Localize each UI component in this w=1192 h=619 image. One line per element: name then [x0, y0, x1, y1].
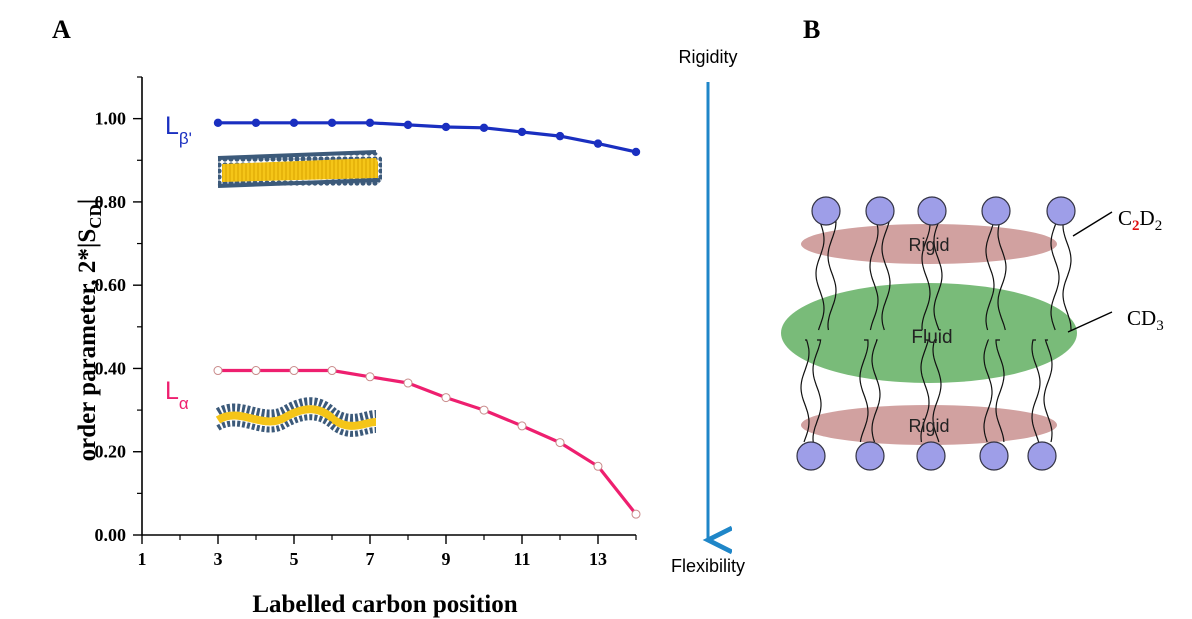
- lipid-tail: [881, 221, 891, 331]
- data-point: [631, 147, 641, 157]
- lipid-tail: [983, 339, 993, 443]
- lipid-tail: [859, 339, 869, 443]
- fluid-region: [781, 283, 1077, 383]
- lipid-tail: [800, 339, 810, 443]
- data-point: [365, 118, 375, 128]
- data-point: [213, 366, 223, 376]
- chart-ticks: 0.000.200.400.600.801.001 3 5 7 9 11 13: [95, 76, 637, 569]
- lipid-tail: [869, 221, 879, 331]
- data-point: [327, 366, 337, 376]
- lipid-head: [855, 441, 885, 471]
- lipid-tail: [997, 221, 1007, 331]
- lipid-head: [1046, 196, 1076, 226]
- y-tick-label: 0.00: [95, 525, 127, 545]
- y-axis-label-group: order parameter, 2*|SCD|: [74, 199, 105, 462]
- data-point: [251, 366, 261, 376]
- data-point: [479, 123, 489, 132]
- panel-a-label: A: [52, 15, 71, 44]
- series-line-0: [218, 121, 637, 154]
- membrane-diagram: Rigid Fluid Rigid C2D2 CD3: [781, 196, 1164, 471]
- lipid-tail: [1062, 221, 1072, 331]
- x-tick-label: 9: [442, 549, 451, 569]
- x-tick-label: 7: [366, 549, 375, 569]
- data-point: [555, 131, 565, 141]
- y-tick-label: 0.80: [95, 192, 127, 212]
- lipid-head: [1027, 441, 1057, 471]
- y-tick-label: 1.00: [95, 109, 127, 129]
- y-axis-label: order parameter, 2*|SCD|: [74, 199, 105, 462]
- lipid-tail: [812, 339, 822, 443]
- region-label-rigid-top: Rigid: [908, 235, 949, 255]
- y-tick-label: 0.20: [95, 442, 127, 462]
- lipid-head: [917, 196, 947, 226]
- region-label-fluid: Fluid: [911, 327, 952, 348]
- lipid-tail: [933, 221, 943, 331]
- data-point: [517, 127, 527, 137]
- lipid-head: [796, 441, 826, 471]
- data-point: [289, 366, 299, 376]
- lipid-tail: [1031, 339, 1041, 443]
- data-point: [213, 118, 223, 128]
- lipid-head: [811, 196, 841, 226]
- lipid-tail: [1050, 221, 1060, 331]
- fluid-bilayer-icon: [215, 397, 377, 437]
- data-point: [593, 139, 603, 148]
- data-point: [289, 118, 299, 128]
- cd3-label: CD3: [1127, 306, 1164, 334]
- lipid-head: [979, 441, 1009, 471]
- x-tick-label: 5: [290, 549, 299, 569]
- data-point: [517, 421, 527, 431]
- x-tick-label: 1: [138, 549, 147, 569]
- chart-series: [213, 118, 641, 519]
- x-tick-label: 11: [513, 549, 530, 569]
- lipid-tail: [932, 339, 942, 443]
- data-point: [631, 509, 641, 519]
- panel-b-label: B: [803, 15, 820, 44]
- lipid-tail: [815, 221, 825, 331]
- lipid-tail: [985, 221, 995, 331]
- lipid-tail: [921, 221, 931, 331]
- data-point: [441, 122, 451, 132]
- order-parameter-chart: 0.000.200.400.600.801.001 3 5 7 9 11 13 Labell…: [74, 76, 641, 618]
- lipid-head: [916, 441, 946, 471]
- region-label-rigid-bottom: Rigid: [908, 416, 949, 436]
- lipid-tail: [871, 339, 881, 443]
- data-point: [555, 438, 565, 448]
- data-point: [441, 393, 451, 403]
- data-point: [479, 405, 489, 415]
- y-tick-label: 0.60: [95, 275, 127, 295]
- lipid-head: [865, 196, 895, 226]
- x-tick-label: 13: [589, 549, 607, 569]
- upper-rigid-region: [801, 224, 1057, 264]
- lipid-tail: [1043, 339, 1053, 443]
- series-line-1: [218, 368, 638, 516]
- flexibility-label: Flexibility: [671, 556, 745, 576]
- cd3-callout-line: [1067, 311, 1113, 333]
- data-point: [327, 118, 337, 128]
- chart-axes: [141, 77, 636, 536]
- data-point: [403, 378, 413, 388]
- c2d2-label: C2D2: [1118, 206, 1162, 234]
- series-label-lalpha: Lα: [165, 377, 189, 413]
- rigidity-label: Rigidity: [678, 47, 737, 67]
- x-tick-label: 3: [214, 549, 223, 569]
- lower-rigid-region: [801, 405, 1057, 445]
- lipid-tail: [827, 221, 837, 331]
- data-point: [593, 461, 603, 471]
- y-tick-label: 0.40: [95, 358, 127, 378]
- c2d2-callout-line: [1072, 211, 1113, 237]
- lipid-heads: [796, 196, 1076, 471]
- lipid-tail: [920, 339, 930, 443]
- lipid-tails: [800, 221, 1072, 443]
- data-point: [403, 120, 413, 130]
- series-label-lbeta: Lβ': [165, 112, 192, 148]
- lipid-head: [981, 196, 1011, 226]
- x-axis-label: Labelled carbon position: [252, 591, 517, 618]
- gel-bilayer-icon: [217, 150, 382, 188]
- data-point: [365, 372, 375, 382]
- data-point: [251, 118, 261, 128]
- lipid-tail: [995, 339, 1005, 443]
